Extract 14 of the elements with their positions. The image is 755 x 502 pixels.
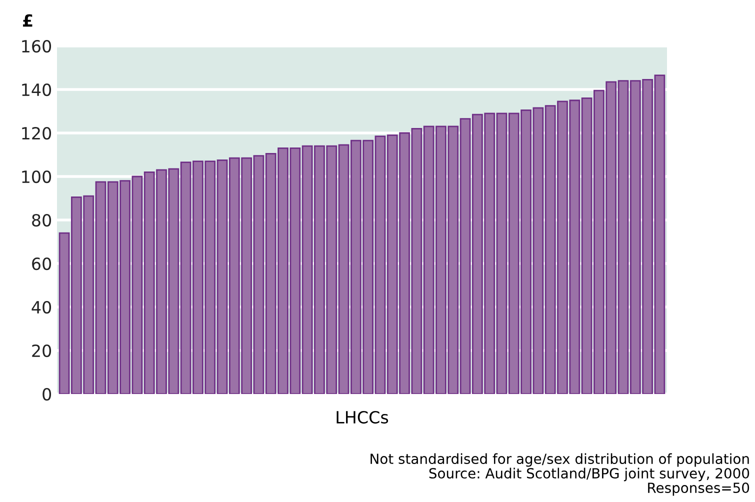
text: Not standardised for age/sex distribution of population xyxy=(370,453,749,467)
source-note: Source: Audit Scotland/BPG joint survey, 2000 xyxy=(429,468,750,482)
y-tick-label: 140 xyxy=(22,83,52,96)
y-tick-label: 120 xyxy=(22,126,52,140)
text: Responses=50 xyxy=(648,482,750,496)
y-tick-label: 40 xyxy=(32,300,52,314)
x-axis-title: LHCCs xyxy=(336,410,388,424)
y-tick-label: 80 xyxy=(32,214,52,227)
y-tick-label: 60 xyxy=(32,257,52,270)
y-tick-label: 0 xyxy=(42,388,52,401)
y-tick-label: 160 xyxy=(22,40,52,53)
y-tick-label: 100 xyxy=(22,170,52,184)
y-tick-label: 20 xyxy=(32,344,52,358)
y-axis-title: £ xyxy=(23,14,32,27)
